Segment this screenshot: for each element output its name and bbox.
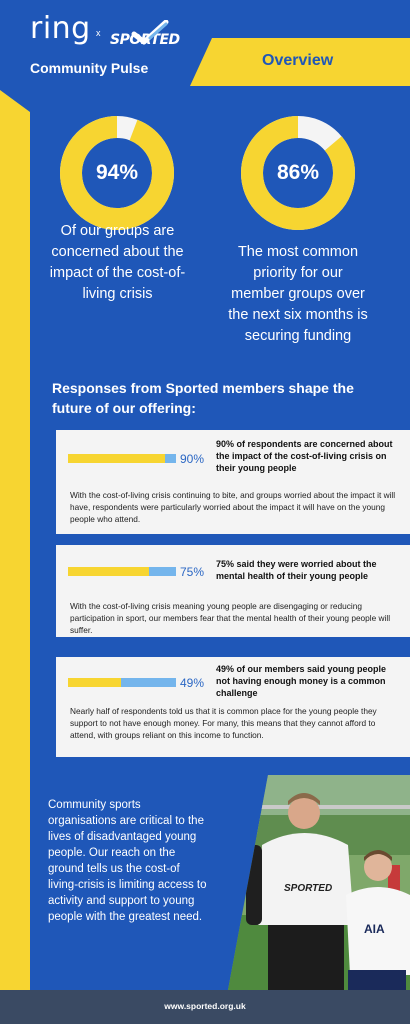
page-title: Community Pulse [30,60,149,76]
response-body-2: With the cost-of-living crisis meaning y… [70,601,391,635]
stat-ring-2: 86% [240,115,356,231]
kit-sponsor-text: AIA [364,922,385,936]
overview-label: Overview [262,52,334,69]
ring-logo: ring [30,11,91,46]
response-card-2: 75% 75% said they were worried about the… [56,545,410,637]
response-bar-fill-2 [68,567,149,576]
left-accent-stripe [0,90,30,1010]
footer-url[interactable]: www.sported.org.uk [164,1001,246,1011]
stat-ring-1: 94% [59,115,175,231]
footer: www.sported.org.uk [0,990,410,1024]
community-photo: SPORTED AIA [228,775,410,990]
response-percent-1: 90% [180,452,205,466]
shirt-logo-text: SPORTED [284,883,332,894]
stat-description-2: The most common priority for our member … [228,244,368,344]
response-card-1: 90% 90% of respondents are concerned abo… [56,430,410,534]
ring-value-arc [60,116,174,230]
response-bar-fill-1 [68,454,166,463]
stat-value-1: 94% [95,161,139,184]
stat-value-2: 86% [276,161,320,184]
response-title-1: 90% of respondents are concerned about t… [216,439,393,473]
ring-value-arc [241,116,355,230]
sported-logo: SPORTED [110,20,180,54]
response-card-3: 49% 49% of our members said young people… [56,657,410,757]
overview-banner: Overview [190,38,410,86]
response-title-2: 75% said they were worried about the men… [216,559,377,581]
stat-ring-2-graphic [241,116,355,230]
response-percent-3: 49% [180,676,205,690]
response-bar-fill-3 [68,678,121,687]
response-body-1: With the cost-of-living crisis continuin… [70,490,396,524]
response-bar-1 [68,454,176,463]
response-title-3: 49% of our members said young people not… [216,664,387,698]
stat-description-1: Of our groups are concerned about the im… [49,223,186,302]
section-heading: Responses from Sported members shape the… [52,380,354,416]
response-bar-3 [68,678,176,687]
checkmark-icon [131,20,169,45]
logo-separator: x [96,28,101,38]
closing-paragraph: Community sports organisations are criti… [48,799,207,923]
response-body-3: Nearly half of respondents told us that … [70,706,377,740]
response-percent-2: 75% [180,565,205,579]
stat-ring-1-graphic [60,116,174,230]
response-bar-2 [68,567,176,576]
